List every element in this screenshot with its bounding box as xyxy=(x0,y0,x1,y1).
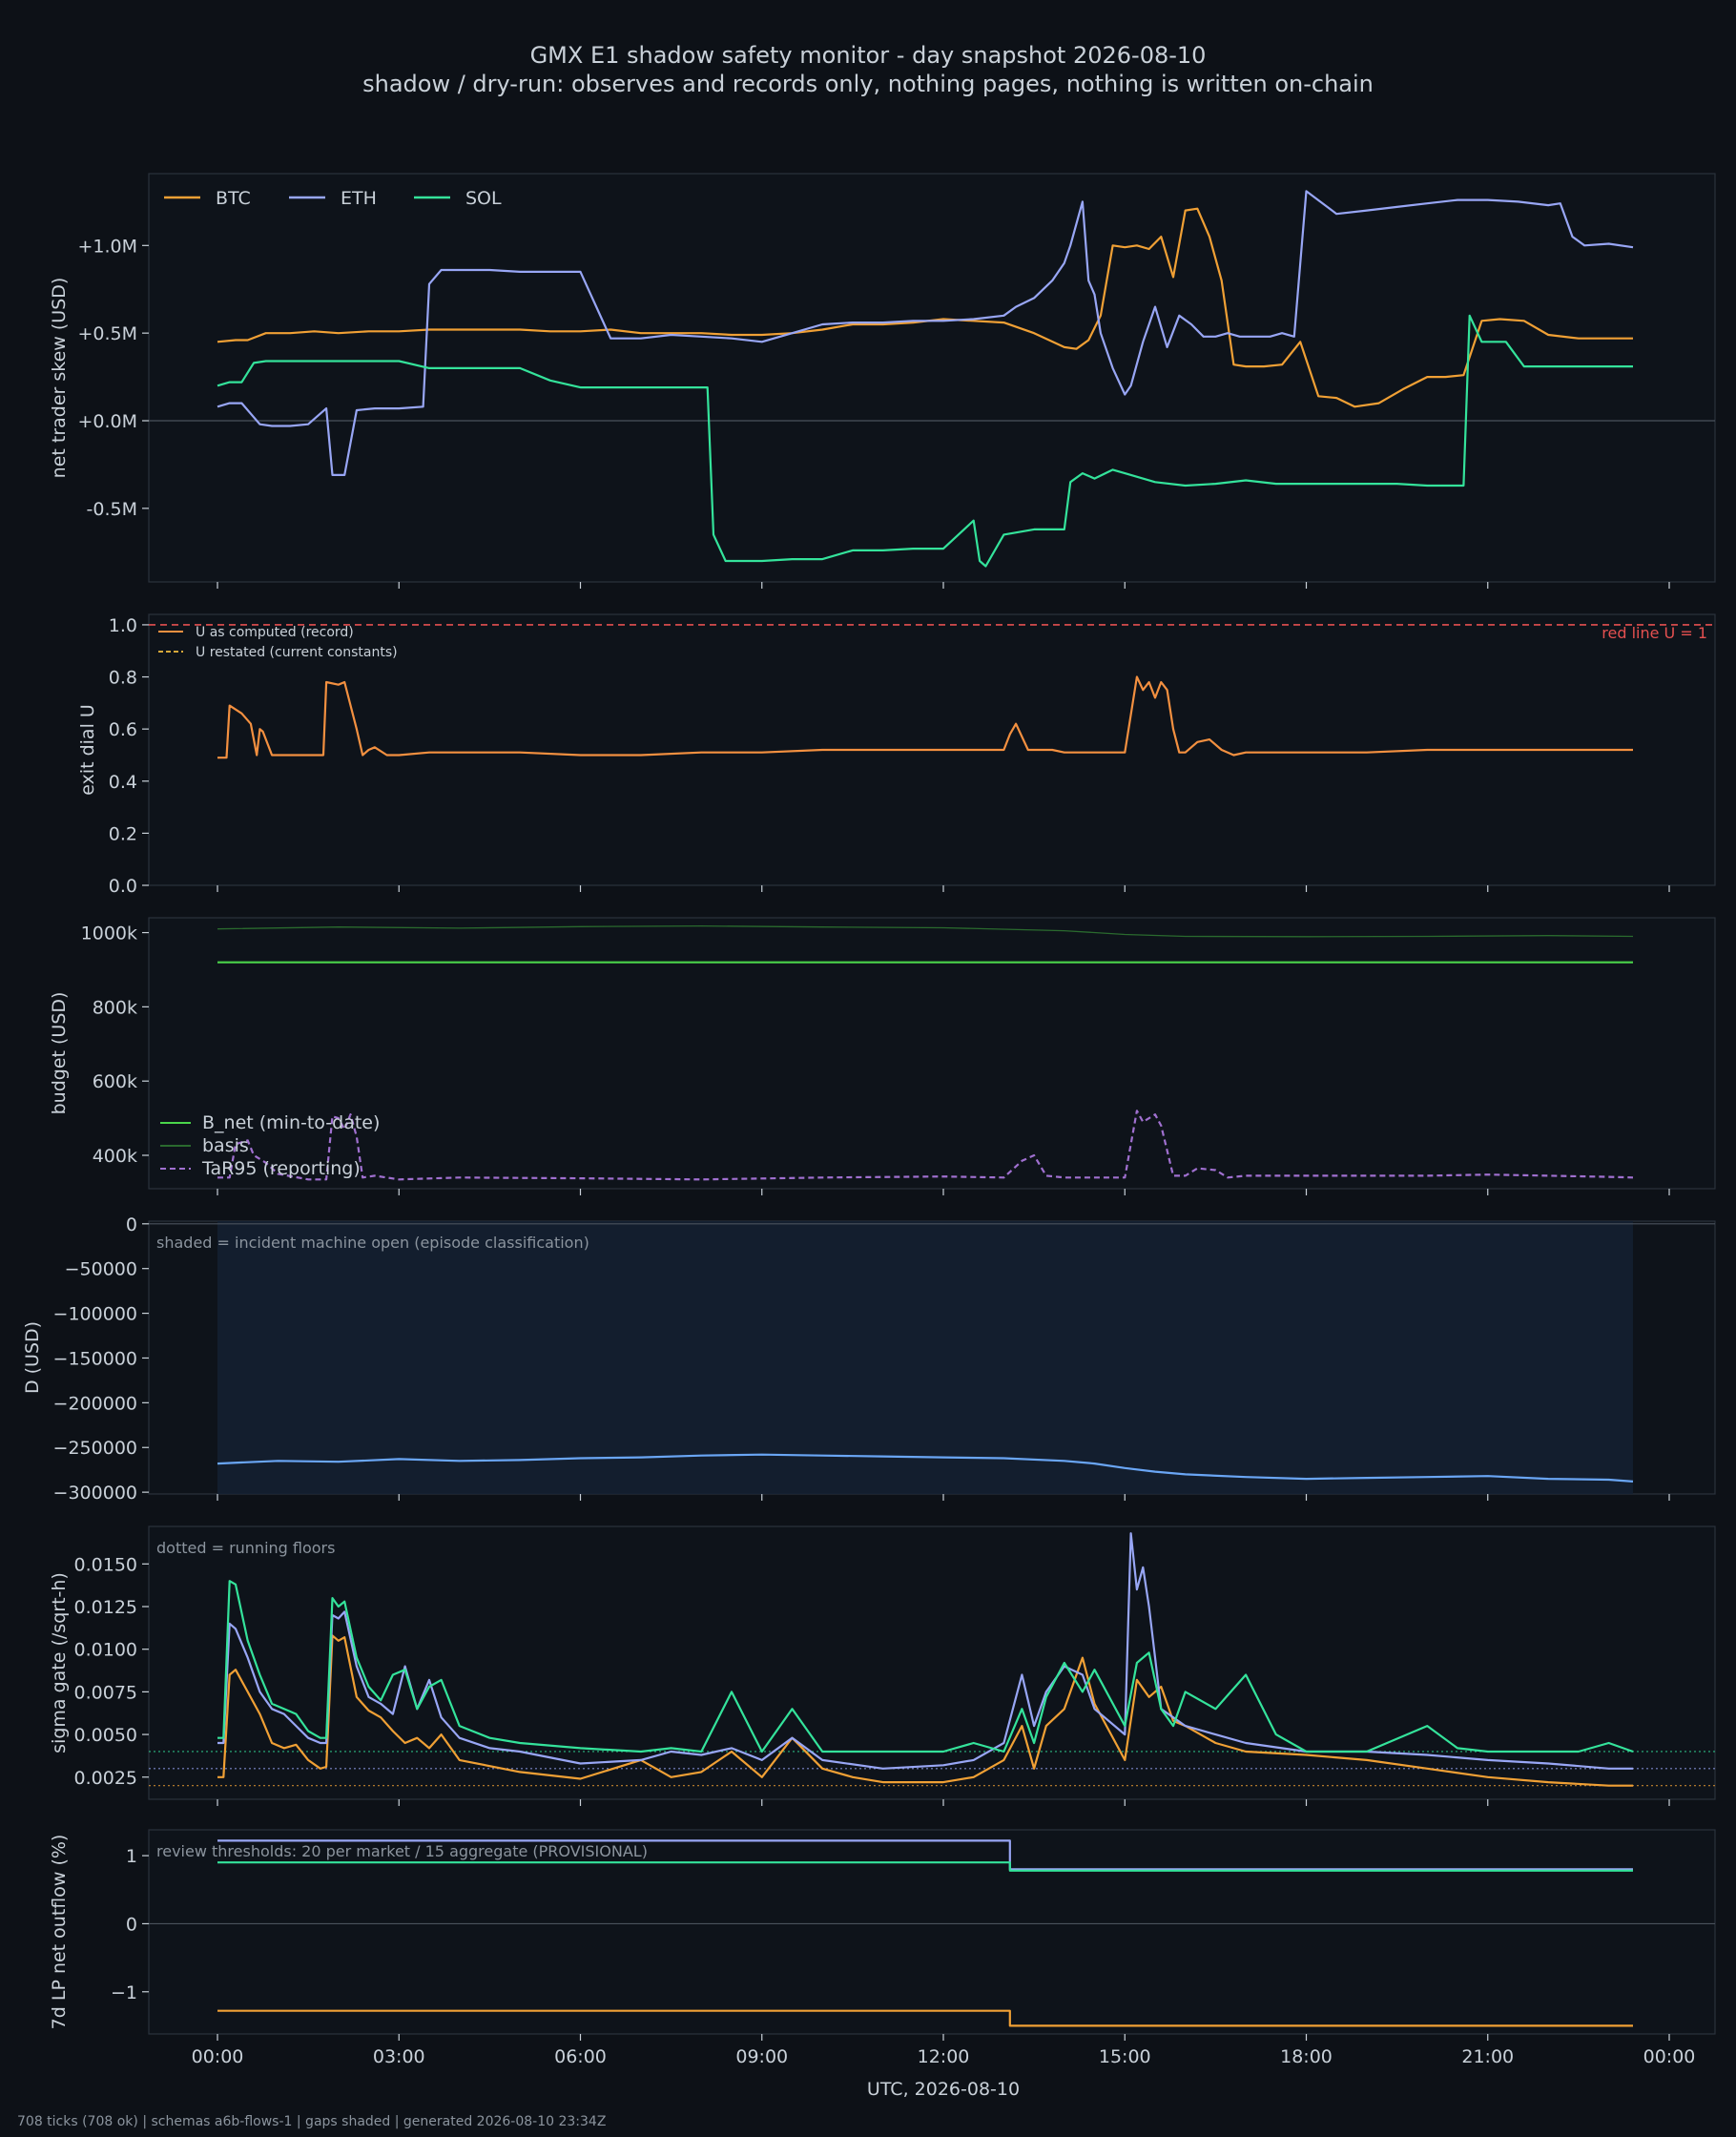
series-btc-line xyxy=(217,1634,1633,1787)
y-axis-label: D (USD) xyxy=(22,1321,43,1394)
x-tick-label: 15:00 xyxy=(1099,2046,1151,2067)
x-tick-label: 00:00 xyxy=(1643,2046,1696,2067)
x-tick-label: 06:00 xyxy=(554,2046,607,2067)
x-tick-label: 21:00 xyxy=(1461,2046,1514,2067)
panel-note: dotted = running floors xyxy=(156,1539,335,1557)
red-line-label: red line U = 1 xyxy=(1602,624,1707,642)
incident-shade xyxy=(217,1221,1633,1494)
panels: +1.0M +0.5M +0.0M -0.5M net trader skew (USD… xyxy=(22,173,1716,2100)
series-sol-line xyxy=(217,1861,1633,1872)
x-axis-label: UTC, 2026-08-10 xyxy=(867,2079,1020,2100)
series-group xyxy=(217,1453,1634,1483)
y-tick-label: +0.0M xyxy=(77,411,137,432)
chart-title: GMX E1 shadow safety monitor - day snaps… xyxy=(530,42,1207,69)
y-tick-label: −150000 xyxy=(53,1348,137,1369)
legend-label-b1: basis xyxy=(202,1135,249,1156)
y-tick-label: 0.8 xyxy=(109,668,137,689)
y-tick-label: +1.0M xyxy=(77,236,137,257)
panel-frame xyxy=(148,1829,1716,2035)
y-tick-label: −250000 xyxy=(53,1438,137,1459)
y-tick-label: 0.0125 xyxy=(74,1597,137,1618)
panel-4: 0.0150 0.0125 0.0100 0.0075 0.0050 0.0025sigm… xyxy=(49,1525,1716,1806)
series-group xyxy=(217,1839,1633,2027)
legend-label-b0: B_net (min-to-date) xyxy=(202,1112,380,1133)
y-tick-label: 800k xyxy=(93,997,137,1018)
series-eth-line xyxy=(217,1532,1633,1770)
panel-2: 1000k 800k 600k 400k budget (USD) B_net (min-… xyxy=(49,917,1716,1195)
y-tick-label: 0.0050 xyxy=(74,1725,137,1746)
series-eth-line xyxy=(217,1839,1633,1871)
y-tick-label: 1 xyxy=(126,1846,137,1867)
footer-status: 708 ticks (708 ok) | schemas a6b-flows-1… xyxy=(17,2114,606,2129)
y-tick-label: −50000 xyxy=(65,1259,137,1280)
y-axis-label: exit dial U xyxy=(77,704,98,796)
y-tick-label: −300000 xyxy=(53,1483,137,1504)
panel-3: 0 −50000 −100000 −150000 −200000 −250000 −3000… xyxy=(22,1214,1716,1504)
series-sol-line xyxy=(217,1580,1634,1753)
y-tick-label: 400k xyxy=(93,1146,137,1167)
y-tick-label: 0.6 xyxy=(109,719,137,740)
series-group xyxy=(217,1532,1634,1787)
y-tick-label: -0.5M xyxy=(87,499,137,520)
series-group xyxy=(217,675,1633,759)
series-group xyxy=(217,190,1634,568)
x-tick-label: 03:00 xyxy=(373,2046,425,2067)
x-tick-label: 12:00 xyxy=(918,2046,970,2067)
y-tick-label: 0.0 xyxy=(109,876,137,897)
chart-subtitle: shadow / dry-run: observes and records o… xyxy=(362,71,1374,97)
y-tick-label: 0.2 xyxy=(109,823,137,844)
y-tick-label: +0.5M xyxy=(77,323,137,344)
legend-label-eth: ETH xyxy=(341,188,377,209)
series-group xyxy=(217,924,1634,1181)
series-btc-line xyxy=(217,2009,1633,2027)
x-tick-label: 18:00 xyxy=(1280,2046,1333,2067)
x-tick-label: 09:00 xyxy=(735,2046,788,2067)
panel-frame xyxy=(148,173,1716,583)
panel-note: shaded = incident machine open (episode … xyxy=(156,1234,589,1252)
y-axis-label: sigma gate (/sqrt-h) xyxy=(49,1572,70,1753)
y-tick-label: −100000 xyxy=(53,1304,137,1325)
y-axis-label: budget (USD) xyxy=(49,992,70,1115)
series-eth-line xyxy=(217,190,1634,476)
y-tick-label: 1.0 xyxy=(109,615,137,636)
series-sol-line xyxy=(217,314,1633,568)
legend-label-u1: U restated (current constants) xyxy=(196,645,398,660)
legend-label-sol: SOL xyxy=(465,188,502,209)
panel-frame xyxy=(148,917,1716,1190)
series-tar95-line xyxy=(217,1110,1634,1181)
y-tick-label: 0.0150 xyxy=(74,1554,137,1575)
y-tick-label: 0.4 xyxy=(109,772,137,793)
series-u-line xyxy=(217,675,1633,759)
series-btc-line xyxy=(217,207,1633,408)
panel-0: +1.0M +0.5M +0.0M -0.5M net trader skew (USD… xyxy=(49,173,1716,589)
y-tick-label: −200000 xyxy=(53,1393,137,1414)
y-tick-label: 0 xyxy=(126,1214,137,1235)
y-tick-label: 0 xyxy=(126,1914,137,1935)
panel-1: red line U = 1 1.0 0.8 0.6 0.4 0.2 0.0 exit dia… xyxy=(77,613,1716,897)
y-tick-label: 1000k xyxy=(81,923,137,944)
series-d-line xyxy=(217,1453,1634,1483)
panel-frame xyxy=(148,1525,1716,1800)
y-tick-label: 600k xyxy=(93,1071,137,1092)
y-tick-label: −1 xyxy=(111,1982,137,2003)
panel-5: 1 0 −1 00:00 03:00 06:00 09:00 12:00 15:00 18:00 2… xyxy=(49,1829,1716,2100)
panel-note: review thresholds: 20 per market / 15 ag… xyxy=(156,1842,648,1860)
y-tick-label: 0.0025 xyxy=(74,1768,137,1789)
y-tick-label: 0.0075 xyxy=(74,1682,137,1703)
series-basis-line xyxy=(217,924,1634,938)
y-axis-label: 7d LP net outflow (%) xyxy=(49,1835,70,2030)
y-tick-label: 0.0100 xyxy=(74,1640,137,1661)
legend-label-b2: TaR95 (reporting) xyxy=(201,1158,361,1179)
x-tick-label: 00:00 xyxy=(192,2046,244,2067)
legend-label-u0: U as computed (record) xyxy=(196,625,354,640)
legend-label-btc: BTC xyxy=(216,188,251,209)
y-axis-label: net trader skew (USD) xyxy=(49,278,70,479)
